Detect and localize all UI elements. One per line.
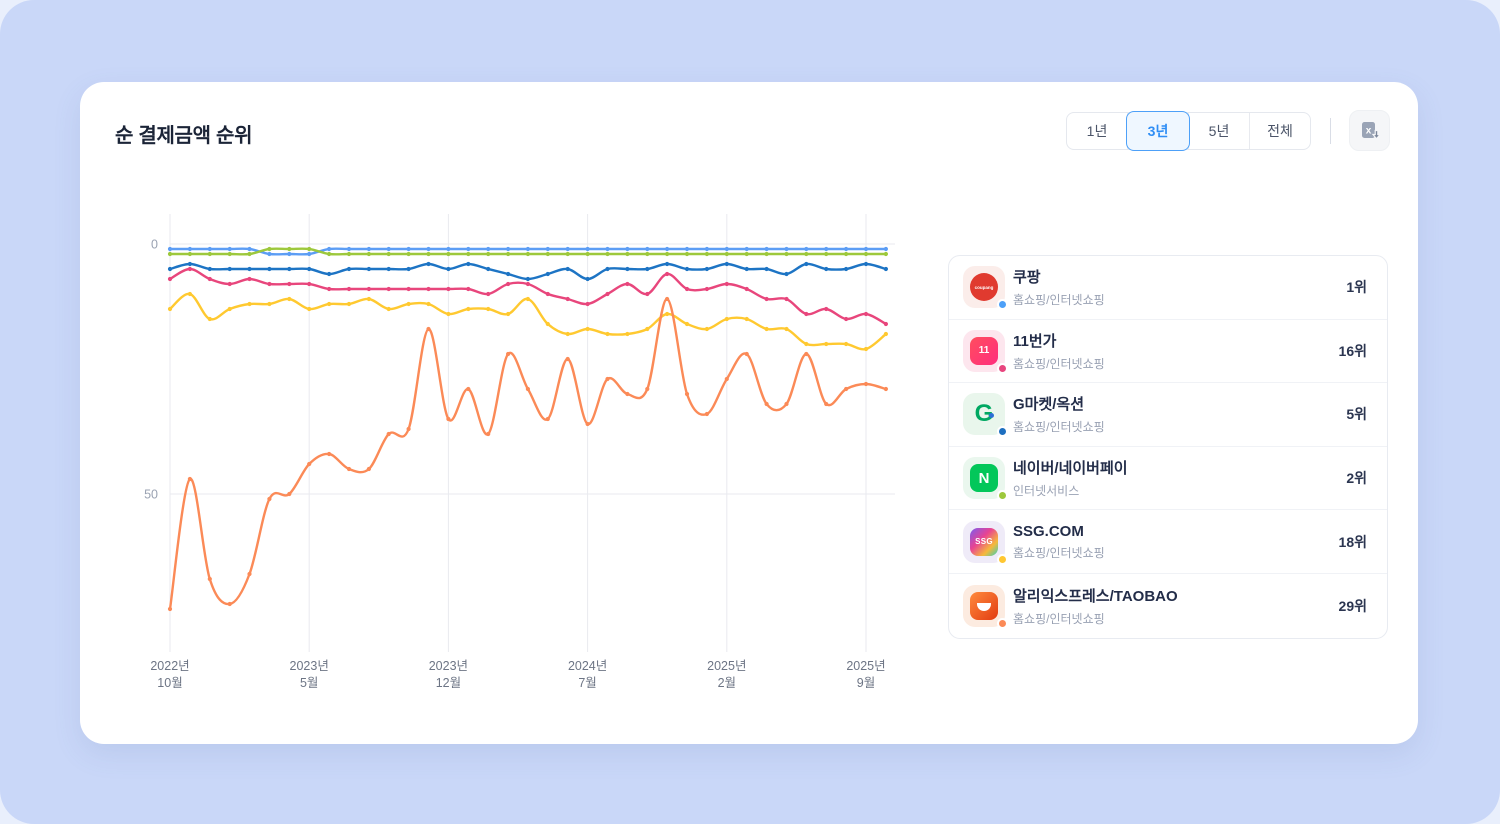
legend-item-text: 알리익스프레스/TAOBAO 홈쇼핑/인터넷쇼핑 (1013, 585, 1178, 627)
legend-item-name: 네이버/네이버페이 (1013, 460, 1128, 478)
series-dot-coupang (997, 299, 1008, 311)
period-button-1y[interactable]: 1년 (1067, 113, 1127, 149)
11st-logo-icon: 11 (963, 329, 1008, 374)
gmarket-logo-glyph: G (974, 400, 994, 428)
svg-text:10월: 10월 (157, 676, 182, 690)
legend-item-11st[interactable]: 11 11번가 홈쇼핑/인터넷쇼핑 16위 (949, 320, 1387, 384)
series-dot-naver (997, 490, 1008, 502)
series-dot-ssg (997, 553, 1008, 565)
legend-item-aliexpress[interactable]: 알리익스프레스/TAOBAO 홈쇼핑/인터넷쇼핑 29위 (949, 574, 1387, 638)
coupang-logo-glyph: coupang (970, 273, 998, 302)
11st-logo-glyph: 11 (970, 336, 998, 365)
svg-text:2월: 2월 (718, 676, 736, 690)
main-card: 순 결제금액 순위 1년 3년 5년 전체 x 0 50 2022년 10월 2023년… (80, 82, 1418, 744)
rank-badge: 29위 (1338, 597, 1367, 614)
rank-badge: 1위 (1346, 279, 1367, 296)
legend-item-category: 인터넷서비스 (1013, 484, 1080, 499)
gmarket-logo-icon: G (963, 393, 1008, 438)
rank-line-chart-svg: 0 50 2022년 10월 2023년 5월 2023년 12월 2024년 7월 2025년 2월… (144, 214, 895, 690)
svg-text:2025년: 2025년 (846, 659, 885, 673)
legend-item-name: 쿠팡 (1013, 269, 1041, 287)
coupang-logo-icon: coupang (963, 266, 1008, 311)
legend-item-ssg[interactable]: SSG SSG.COM 홈쇼핑/인터넷쇼핑 18위 (949, 510, 1387, 574)
excel-download-icon: x (1361, 121, 1381, 140)
naver-logo-glyph: N (970, 464, 998, 493)
page-title: 순 결제금액 순위 (115, 125, 253, 147)
legend-item-category: 홈쇼핑/인터넷쇼핑 (1013, 545, 1105, 560)
rank-badge: 16위 (1338, 342, 1367, 359)
legend-item-name: SSG.COM (1013, 522, 1084, 540)
legend-item-gmarket[interactable]: G G마켓/옥션 홈쇼핑/인터넷쇼핑 5위 (949, 383, 1387, 447)
legend-item-category: 홈쇼핑/인터넷쇼핑 (1013, 356, 1105, 371)
legend-item-text: 쿠팡 홈쇼핑/인터넷쇼핑 (1013, 266, 1105, 308)
svg-text:x: x (1365, 125, 1371, 136)
aliexpress-bag-smile (977, 602, 991, 611)
svg-text:50: 50 (144, 488, 158, 502)
legend-item-category: 홈쇼핑/인터넷쇼핑 (1013, 611, 1105, 626)
period-button-3y[interactable]: 3년 (1126, 111, 1190, 151)
svg-text:2023년: 2023년 (290, 659, 329, 673)
svg-text:2022년: 2022년 (150, 659, 189, 673)
svg-text:12월: 12월 (436, 676, 461, 690)
legend-item-text: 네이버/네이버페이 인터넷서비스 (1013, 457, 1128, 499)
legend-item-name: G마켓/옥션 (1013, 396, 1085, 414)
svg-text:2025년: 2025년 (707, 659, 746, 673)
legend-item-name: 11번가 (1013, 332, 1057, 350)
series-dot-11st (997, 362, 1008, 374)
legend-item-naver[interactable]: N 네이버/네이버페이 인터넷서비스 2위 (949, 447, 1387, 511)
legend-item-name: 알리익스프레스/TAOBAO (1013, 587, 1178, 605)
svg-text:2024년: 2024년 (568, 659, 607, 673)
aliexpress-logo-icon (963, 584, 1008, 629)
legend-item-text: G마켓/옥션 홈쇼핑/인터넷쇼핑 (1013, 393, 1105, 435)
legend-item-coupang[interactable]: coupang 쿠팡 홈쇼핑/인터넷쇼핑 1위 (949, 256, 1387, 320)
period-button-all[interactable]: 전체 (1250, 113, 1310, 149)
series-dot-aliexpress (997, 617, 1008, 629)
toolbar-divider (1330, 118, 1331, 144)
period-selector: 1년 3년 5년 전체 (1066, 111, 1311, 151)
svg-text:9월: 9월 (857, 676, 875, 690)
legend-item-category: 홈쇼핑/인터넷쇼핑 (1013, 420, 1105, 435)
legend-item-text: SSG.COM 홈쇼핑/인터넷쇼핑 (1013, 523, 1105, 561)
aliexpress-logo-glyph (970, 591, 998, 620)
rank-line-chart: 0 50 2022년 10월 2023년 5월 2023년 12월 2024년 7월 2025년 2월… (100, 200, 940, 700)
legend-item-category: 홈쇼핑/인터넷쇼핑 (1013, 293, 1105, 308)
ssg-logo-icon: SSG (963, 520, 1008, 565)
rank-badge: 5위 (1346, 406, 1367, 423)
svg-text:5월: 5월 (300, 676, 318, 690)
svg-text:7월: 7월 (578, 676, 596, 690)
series-dot-gmarket (997, 426, 1008, 438)
legend-panel: coupang 쿠팡 홈쇼핑/인터넷쇼핑 1위 11 11번가 홈쇼핑/인터넷쇼… (948, 255, 1388, 639)
period-button-5y[interactable]: 5년 (1189, 113, 1249, 149)
naver-logo-icon: N (963, 457, 1008, 502)
legend-item-text: 11번가 홈쇼핑/인터넷쇼핑 (1013, 330, 1105, 372)
svg-text:0: 0 (151, 238, 158, 252)
rank-badge: 18위 (1338, 533, 1367, 550)
export-button[interactable]: x (1349, 110, 1390, 151)
ssg-logo-glyph: SSG (970, 527, 998, 556)
rank-badge: 2위 (1346, 470, 1367, 487)
gmarket-logo-dot (989, 413, 994, 419)
svg-text:2023년: 2023년 (429, 659, 468, 673)
period-separator (1249, 113, 1250, 149)
